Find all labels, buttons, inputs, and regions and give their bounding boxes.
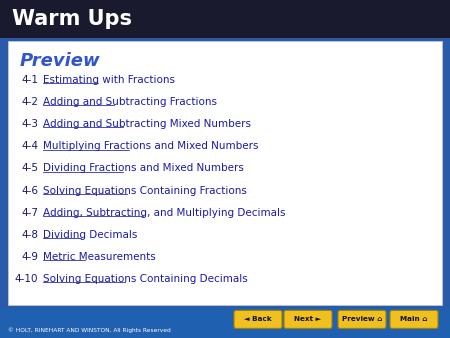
FancyBboxPatch shape xyxy=(284,310,332,329)
Text: Preview ⌂: Preview ⌂ xyxy=(342,316,382,322)
Text: Solving Equations Containing Decimals: Solving Equations Containing Decimals xyxy=(43,274,248,284)
FancyBboxPatch shape xyxy=(0,308,450,338)
FancyBboxPatch shape xyxy=(0,0,450,38)
Text: 4-10: 4-10 xyxy=(14,274,38,284)
Text: Multiplying Fractions and Mixed Numbers: Multiplying Fractions and Mixed Numbers xyxy=(43,141,258,151)
Text: © HOLT, RINEHART AND WINSTON, All Rights Reserved: © HOLT, RINEHART AND WINSTON, All Rights… xyxy=(8,328,171,333)
Text: Estimating with Fractions: Estimating with Fractions xyxy=(43,75,175,85)
Text: Adding and Subtracting Fractions: Adding and Subtracting Fractions xyxy=(43,97,217,107)
Text: Preview: Preview xyxy=(20,52,101,70)
Text: 4-6: 4-6 xyxy=(21,186,38,195)
Text: 4-2: 4-2 xyxy=(21,97,38,107)
Text: 4-9: 4-9 xyxy=(21,252,38,262)
Text: Dividing Decimals: Dividing Decimals xyxy=(43,230,137,240)
Text: Main ⌂: Main ⌂ xyxy=(400,316,428,322)
Text: 4-5: 4-5 xyxy=(21,163,38,173)
FancyBboxPatch shape xyxy=(338,310,386,329)
FancyBboxPatch shape xyxy=(8,41,442,305)
Text: Metric Measurements: Metric Measurements xyxy=(43,252,156,262)
Text: Solving Equations Containing Fractions: Solving Equations Containing Fractions xyxy=(43,186,247,195)
Text: ◄ Back: ◄ Back xyxy=(244,316,272,322)
Text: 4-3: 4-3 xyxy=(21,119,38,129)
FancyBboxPatch shape xyxy=(234,310,282,329)
Text: 4-8: 4-8 xyxy=(21,230,38,240)
FancyBboxPatch shape xyxy=(390,310,438,329)
Text: Adding, Subtracting, and Multiplying Decimals: Adding, Subtracting, and Multiplying Dec… xyxy=(43,208,285,218)
Text: 4-4: 4-4 xyxy=(21,141,38,151)
Text: Next ►: Next ► xyxy=(294,316,322,322)
Text: Warm Ups: Warm Ups xyxy=(12,9,132,29)
Text: Dividing Fractions and Mixed Numbers: Dividing Fractions and Mixed Numbers xyxy=(43,163,244,173)
Text: Adding and Subtracting Mixed Numbers: Adding and Subtracting Mixed Numbers xyxy=(43,119,251,129)
Text: 4-1: 4-1 xyxy=(21,75,38,85)
Text: 4-7: 4-7 xyxy=(21,208,38,218)
